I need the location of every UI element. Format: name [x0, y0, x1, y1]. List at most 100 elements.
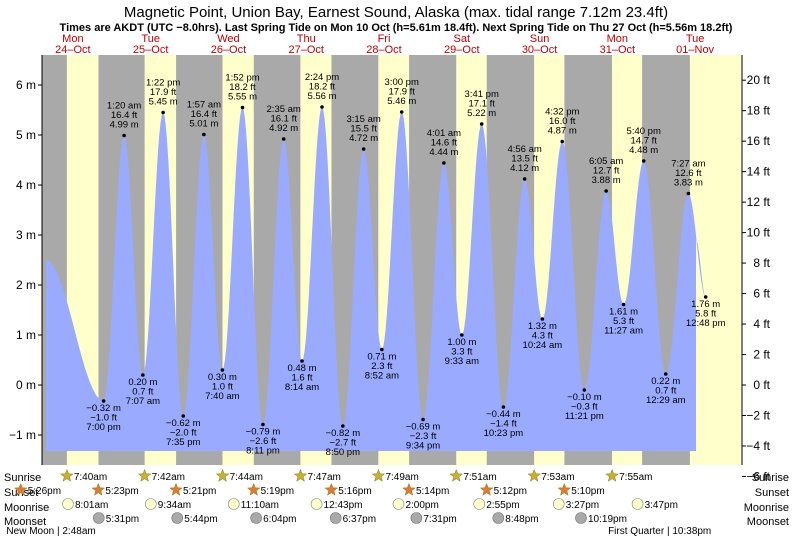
high-tide-point	[560, 139, 565, 144]
right-tick-label: −2 ft	[746, 408, 770, 422]
tide-label-time: 11:27 am	[604, 326, 643, 337]
day-date: 01–Nov	[676, 44, 714, 56]
tide-label-time: 9:34 pm	[406, 441, 440, 452]
tide-label-m: 0.30 m	[208, 372, 237, 383]
tide-label-m: 4.72 m	[349, 133, 378, 144]
right-tick-label: 0 ft	[753, 378, 770, 392]
sunset-time: 5:21pm	[183, 486, 216, 497]
tide-label-time: 8:11 pm	[246, 446, 280, 457]
day-name: Fri	[378, 33, 391, 45]
high-tide-point	[442, 161, 446, 165]
low-tide-point	[380, 347, 384, 352]
tide-label-m: 5.01 m	[189, 119, 218, 130]
right-tick-label: 10 ft	[747, 226, 771, 240]
sunset-time: 5:12pm	[494, 486, 527, 497]
high-tide-point	[281, 137, 286, 141]
moonset-icon	[92, 512, 105, 524]
left-tick-label: 0 m	[16, 378, 36, 392]
tide-label-time: 3:15 am	[346, 114, 380, 125]
tide-curve	[45, 107, 706, 451]
sunset-row-label-right: Sunset	[755, 487, 789, 499]
tide-label-time: 7:07 am	[126, 396, 160, 407]
sunset-icon	[91, 482, 106, 496]
right-tick-label: 18 ft	[747, 104, 771, 118]
tide-label-ft: −2.0 ft	[170, 428, 197, 439]
moonrise-time: 8:01am	[75, 500, 108, 511]
tide-curve-layer	[45, 107, 706, 451]
day-date: 25–Oct	[133, 44, 168, 56]
day-date: 30–Oct	[522, 44, 557, 56]
tide-label-ft: 18.2 ft	[309, 82, 336, 93]
tide-label-m: 4.12 m	[510, 163, 539, 174]
tide-label-time: 7:00 pm	[86, 422, 120, 433]
moonrise-icon	[227, 498, 240, 510]
sunrise-time: 7:47am	[308, 472, 341, 483]
tide-label-time: 3:00 pm	[385, 77, 419, 88]
tide-label-ft: 5.3 ft	[613, 316, 634, 327]
high-tide-point	[320, 105, 324, 109]
sunset-icon	[402, 482, 416, 496]
tide-label-m: 5.45 m	[149, 97, 178, 108]
low-tide-point	[663, 372, 668, 376]
high-tide-point	[399, 110, 404, 114]
left-tick-label: 6 m	[16, 78, 36, 92]
moonset-icon	[171, 512, 184, 524]
left-tick-label: 2 m	[16, 278, 36, 292]
low-tide-point	[703, 295, 708, 299]
sunrise-time: 7:44am	[230, 472, 263, 483]
right-tick-label: 2 ft	[753, 348, 770, 362]
tide-label-ft: 12.7 ft	[593, 166, 620, 177]
right-tick-label: 14 ft	[747, 165, 771, 179]
tide-label-m: 5.56 m	[307, 91, 336, 102]
right-tick-label: 16 ft	[747, 134, 771, 148]
tide-label-m: 4.48 m	[629, 145, 658, 156]
moonset-row-label-left: Moonset	[4, 516, 46, 528]
day-date: 24–Oct	[55, 44, 90, 56]
low-tide-point	[421, 417, 425, 422]
day-name: Tue	[141, 33, 160, 45]
low-tide-point	[141, 373, 145, 377]
day-date: 29–Oct	[444, 44, 479, 56]
moonrise-time: 2:00pm	[405, 500, 438, 511]
tide-label-time: 8:52 am	[365, 371, 399, 382]
high-tide-point	[686, 191, 691, 196]
moonset-icon	[575, 512, 587, 524]
sunset-icon	[324, 482, 339, 496]
high-tide-point	[522, 177, 527, 181]
sunrise-time: 7:49am	[385, 472, 418, 483]
tide-label-ft: 17.9 ft	[150, 87, 177, 98]
tide-label-time: 4:56 am	[507, 144, 541, 155]
day-date: 27–Oct	[288, 44, 323, 56]
moonrise-row-label-right: Moonrise	[744, 502, 789, 514]
tide-label-ft: 16.0 ft	[549, 116, 576, 127]
tide-label-time: 12:48 pm	[686, 318, 726, 329]
left-tick-label: 3 m	[16, 228, 36, 242]
tide-label-ft: 12.6 ft	[675, 168, 702, 179]
sunset-icon	[246, 482, 261, 496]
tide-label-m: 1.76 m	[691, 299, 720, 310]
tide-label-m: 0.48 m	[287, 363, 316, 374]
moonset-icon	[492, 512, 505, 524]
tide-label-ft: −0.3 ft	[571, 402, 598, 413]
low-tide-point	[220, 368, 225, 372]
tide-label-ft: 5.8 ft	[695, 309, 716, 320]
moonrise-time: 2:55pm	[486, 500, 519, 511]
tide-label-m: −0.62 m	[166, 418, 201, 429]
left-tick-label: 1 m	[16, 328, 36, 342]
moonset-icon	[329, 512, 342, 524]
tide-label-time: 8:14 am	[285, 382, 319, 393]
tide-label-time: 3:41 pm	[465, 89, 499, 100]
day-date: 26–Oct	[211, 44, 246, 56]
moonset-time: 8:48pm	[505, 514, 538, 525]
low-tide-point	[261, 422, 265, 427]
tide-label-m: −0.82 m	[326, 428, 361, 439]
chart-title: Magnetic Point, Union Bay, Earnest Sound…	[124, 4, 668, 21]
tide-label-m: 0.20 m	[128, 377, 157, 388]
moonrise-icon	[552, 498, 565, 510]
sunset-time: 5:16pm	[338, 486, 371, 497]
day-name: Mon	[62, 33, 83, 45]
sunrise-time: 7:53am	[541, 472, 574, 483]
tide-label-m: 4.87 m	[548, 126, 577, 137]
